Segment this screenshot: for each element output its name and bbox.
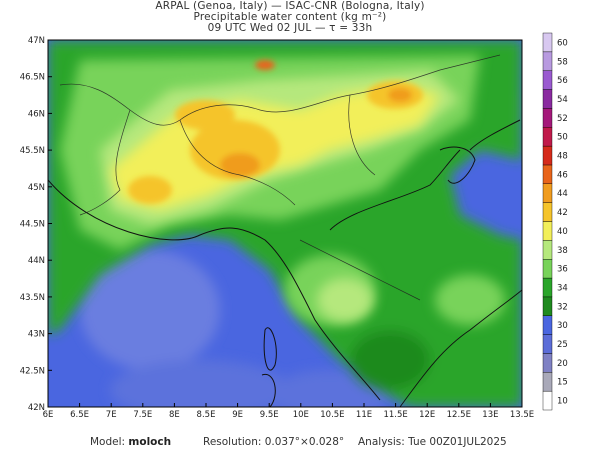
colorbar-label: 50	[557, 133, 568, 143]
footer-analysis: Analysis: Tue 00Z01JUL2025	[358, 436, 507, 448]
colorbar-swatch	[542, 127, 553, 147]
header-line-2: Precipitable water content (kg m⁻²)	[193, 11, 387, 23]
lon-tick-label: 13.5E	[510, 410, 534, 420]
colorbar-label: 44	[557, 189, 568, 199]
colorbar-label: 60	[557, 38, 568, 48]
colorbar-label: 52	[557, 114, 568, 124]
colorbar-swatch	[542, 145, 553, 166]
colorbar-label: 54	[557, 95, 568, 105]
colorbar-swatch	[542, 390, 553, 411]
lon-tick-label: 13E	[482, 410, 498, 420]
lon-tick-label: 12E	[419, 410, 435, 420]
colorbar-label: 56	[557, 76, 568, 86]
lon-tick-label: 7E	[106, 410, 117, 420]
lat-tick-label: 44N	[28, 256, 45, 266]
colorbar-label: 32	[557, 302, 568, 312]
lon-tick-label: 8.5E	[197, 410, 216, 420]
colorbar-label: 20	[557, 359, 568, 369]
lat-tick-label: 45N	[28, 183, 45, 193]
field-layer	[48, 40, 522, 407]
colorbar-swatch	[542, 51, 553, 71]
colorbar-label: 34	[557, 283, 568, 293]
lat-tick-label: 43.5N	[20, 293, 45, 303]
footer-model-value: moloch	[128, 436, 172, 448]
lon-tick-label: 6E	[43, 410, 54, 420]
lat-tick-label: 43N	[28, 330, 45, 340]
lat-tick-label: 44.5N	[20, 220, 45, 230]
colorbar-label: 25	[557, 340, 568, 350]
colorbar-label: 38	[557, 246, 568, 256]
coastlines	[48, 119, 522, 407]
colorbar-swatch	[542, 70, 553, 90]
header-line-3: 09 UTC Wed 02 JUL — τ = 33h	[207, 22, 373, 34]
colorbar-swatch	[542, 240, 553, 260]
colorbar-swatch	[542, 353, 553, 373]
colorbar-swatch	[542, 334, 553, 354]
lat-tick-label: 46N	[28, 109, 45, 119]
lat-tick-label: 45.5N	[20, 146, 45, 156]
lon-tick-label: 9E	[232, 410, 243, 420]
lon-tick-label: 6.5E	[70, 410, 89, 420]
lon-tick-label: 9.5E	[260, 410, 279, 420]
lon-tick-label: 12.5E	[447, 410, 471, 420]
colorbar-swatch	[542, 372, 553, 392]
lon-tick-label: 8E	[169, 410, 180, 420]
colorbar-swatch	[542, 221, 553, 241]
colorbar-swatch	[542, 164, 553, 184]
colorbar-label: 10	[557, 397, 568, 407]
colorbar-label: 46	[557, 170, 568, 180]
colorbar-swatch	[542, 259, 553, 279]
colorbar-swatch	[542, 296, 553, 316]
lon-tick-label: 7.5E	[133, 410, 152, 420]
colorbar-label: 42	[557, 208, 568, 218]
lon-tick-label: 10.5E	[320, 410, 344, 420]
lon-tick-label: 11E	[356, 410, 372, 420]
colorbar-swatch	[542, 183, 553, 203]
colorbar-swatch	[542, 315, 553, 335]
footer-resolution: Resolution: 0.037°×0.028°	[203, 436, 345, 448]
colorbar-swatch	[542, 32, 553, 53]
lat-tick-label: 47N	[28, 36, 45, 46]
colorbar-swatch	[542, 89, 553, 109]
colorbar-label: 58	[557, 57, 568, 67]
colorbar-swatch	[542, 202, 553, 222]
colorbar-label: 36	[557, 265, 568, 275]
footer-model-label: Model:	[90, 436, 126, 448]
colorbar: 10 15 20 25 30 32 34 36 38 40 42 44 46 48 50 52 54 56 58 60	[542, 32, 568, 411]
lon-tick-label: 11.5E	[383, 410, 407, 420]
borders	[59, 54, 501, 301]
footer-model: Model: moloch	[90, 436, 171, 448]
header-line-1: ARPAL (Genoa, Italy) — ISAC-CNR (Bologna…	[155, 0, 425, 12]
latitude-axis: 47N 46.5N 46N 45.5N 45N 44.5N 44N 43.5N 43N 42.5N…	[20, 36, 52, 413]
lat-tick-label: 46.5N	[20, 73, 45, 83]
colorbar-label: 15	[557, 378, 568, 388]
colorbar-label: 48	[557, 152, 568, 162]
colorbar-swatch	[542, 108, 553, 128]
colorbar-label: 30	[557, 321, 568, 331]
lat-tick-label: 42.5N	[20, 366, 45, 376]
lat-tick-label: 42N	[28, 403, 45, 413]
colorbar-swatch	[542, 277, 553, 298]
longitude-axis: 6E 6.5E 7E 7.5E 8E 8.5E 9E 9.5E 10E 10.5E 11E 11.5E…	[43, 403, 534, 420]
colorbar-label: 40	[557, 227, 568, 237]
lon-tick-label: 10E	[293, 410, 309, 420]
